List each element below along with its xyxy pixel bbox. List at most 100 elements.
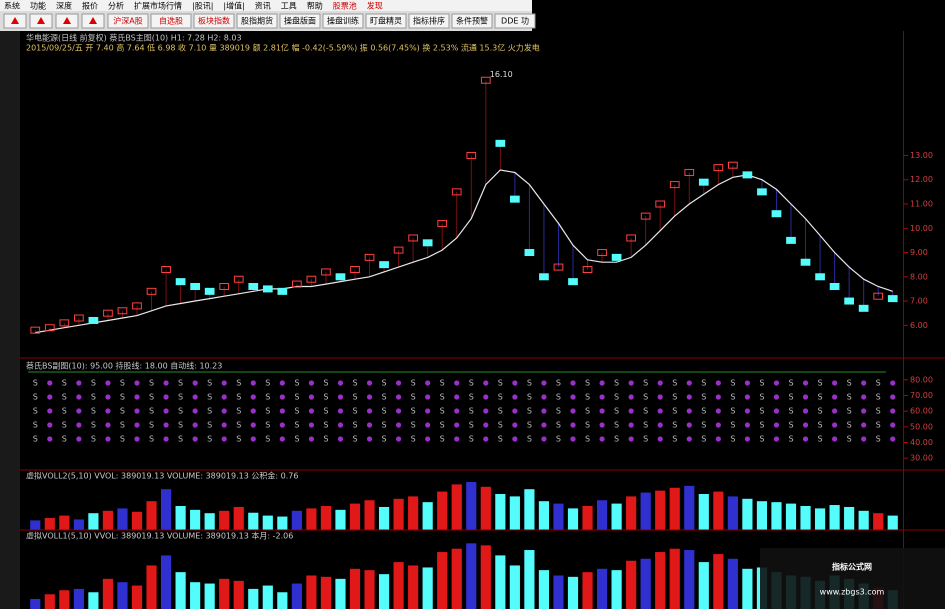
signal-letter: S — [585, 407, 590, 416]
signal-dot — [76, 408, 82, 414]
candle — [539, 273, 549, 281]
signal-dot — [483, 436, 489, 442]
volume-bar — [495, 555, 506, 609]
menu-item[interactable]: 工具 — [281, 2, 297, 11]
candle — [262, 285, 273, 293]
signal-letter: S — [265, 421, 270, 430]
menu-item[interactable]: 深度 — [56, 1, 72, 11]
toolbar-button[interactable] — [365, 13, 407, 29]
toolbar-button[interactable] — [107, 13, 149, 29]
toolbar-label[interactable]: 操盘版面 — [284, 16, 316, 26]
watermark-url: www.zbgs3.com — [820, 588, 885, 597]
y-tick-label: 60.00 — [910, 407, 933, 416]
signal-dot — [337, 422, 344, 428]
signal-letter: S — [556, 407, 561, 416]
signal-letter: S — [178, 421, 183, 430]
signal-dot — [76, 394, 82, 400]
toolbar-label[interactable]: 股指期货 — [241, 16, 273, 26]
menu-item[interactable]: 分析 — [108, 1, 124, 11]
signal-letter: S — [730, 379, 735, 388]
volume-bar — [626, 496, 637, 530]
signal-letter: S — [352, 421, 357, 430]
signal-letter: S — [207, 407, 212, 416]
toolbar-label[interactable]: 板块指数 — [198, 16, 230, 26]
toolbar-button[interactable] — [322, 13, 364, 29]
signal-letter: S — [876, 407, 881, 416]
toolbar-label[interactable]: 沪深A股 — [113, 16, 142, 26]
volume-bar — [190, 582, 201, 609]
volume-bar — [626, 560, 637, 609]
toolbar-label[interactable]: 操盘训练 — [327, 16, 359, 26]
signal-dot — [105, 422, 111, 428]
signal-dot — [570, 436, 576, 442]
candle — [786, 236, 796, 244]
toolbar-label[interactable]: 自选股 — [159, 16, 183, 26]
candle — [204, 287, 215, 295]
signal-letter: S — [33, 407, 38, 416]
signal-dot — [250, 422, 256, 428]
y-tick-label: 70.00 — [910, 391, 933, 400]
toolbar-button[interactable] — [150, 13, 192, 29]
signal-dot — [47, 380, 53, 386]
toolbar-button[interactable] — [236, 13, 278, 29]
volume-bar — [335, 578, 346, 609]
toolbar-button[interactable] — [408, 13, 450, 29]
signal-letter: S — [759, 435, 764, 444]
toolbar-label[interactable]: DDE 功 — [501, 16, 529, 26]
volume-bar — [422, 502, 433, 530]
toolbar-label[interactable]: 条件预警 — [456, 16, 488, 26]
signal-dot — [773, 422, 780, 428]
signal-letter: S — [236, 379, 241, 388]
signal-dot — [279, 380, 285, 386]
signal-letter: S — [149, 393, 154, 402]
volume-bar — [102, 578, 114, 609]
menu-item[interactable]: 报价 — [82, 1, 98, 11]
volume-bar — [30, 598, 41, 609]
menu-item[interactable]: 扩展市场行情 — [134, 1, 182, 11]
toolbar-button[interactable] — [193, 13, 235, 29]
signal-dot — [890, 408, 896, 414]
volume-bar — [59, 590, 70, 609]
signal-letter: S — [788, 393, 793, 402]
signal-letter: S — [498, 421, 503, 430]
signal-dot — [308, 380, 314, 386]
signal-letter: S — [207, 435, 212, 444]
signal-dot — [657, 436, 663, 442]
signal-letter: S — [876, 379, 881, 388]
toolbar-button[interactable] — [279, 13, 321, 29]
signal-dot — [657, 408, 663, 414]
candle — [524, 249, 535, 257]
toolbar-button[interactable] — [494, 13, 536, 29]
signal-dot — [483, 394, 489, 400]
menu-item[interactable]: 系统 — [4, 1, 20, 11]
volume-bar — [306, 575, 317, 609]
menu-item[interactable]: 帮助 — [307, 1, 323, 11]
menu-item[interactable]: 股票池 — [333, 1, 357, 11]
signal-dot — [308, 394, 314, 400]
signal-letter: S — [207, 393, 212, 402]
signal-dot — [250, 380, 256, 386]
menu-item[interactable]: 资讯 — [255, 1, 271, 11]
menu-item[interactable]: |股讯| — [192, 2, 213, 11]
signal-dot — [483, 380, 489, 386]
signal-dot — [832, 394, 838, 400]
volume-bar — [698, 562, 709, 609]
signal-letter: S — [788, 407, 793, 416]
signal-dot — [337, 436, 344, 442]
volume-bar — [814, 508, 826, 530]
signal-dot — [744, 408, 751, 414]
signal-dot — [512, 436, 518, 442]
toolbar-label[interactable]: 盯盘精灵 — [370, 16, 402, 26]
volume-bar — [567, 576, 579, 609]
menu-item[interactable]: 功能 — [30, 1, 46, 11]
signal-dot — [76, 422, 82, 428]
signal-letter: S — [382, 407, 387, 416]
signal-letter: S — [730, 407, 735, 416]
menu-item[interactable]: |增值| — [223, 1, 244, 11]
toolbar-button[interactable] — [451, 13, 493, 29]
toolbar-label[interactable]: 指标排序 — [413, 16, 445, 26]
menu-item[interactable]: 发现 — [367, 1, 383, 11]
volume-bar — [756, 501, 768, 530]
signal-dot — [802, 394, 809, 400]
signal-dot — [279, 422, 285, 428]
